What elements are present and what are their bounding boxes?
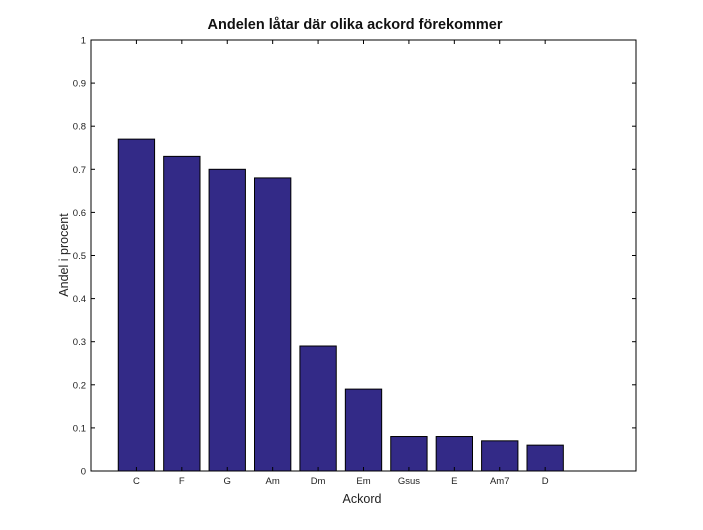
- bar-dm: [299, 345, 337, 472]
- y-tick-label: 0.8: [73, 122, 86, 133]
- bar-d: [526, 444, 564, 472]
- y-axis-label: Andel i procent: [57, 213, 71, 297]
- x-tick-label: E: [451, 476, 457, 487]
- y-tick-label: 0.3: [73, 337, 86, 348]
- x-axis: C F G Am Dm Em Gsus E Am7 D: [133, 40, 549, 487]
- x-tick-label: D: [542, 476, 549, 487]
- y-tick-label: 0.7: [73, 165, 86, 176]
- bar-am: [254, 177, 292, 472]
- x-tick-label: F: [179, 476, 185, 487]
- y-tick-label: 0.2: [73, 380, 86, 391]
- chart-title: Andelen låtar där olika ackord förekomme…: [208, 17, 503, 33]
- bar-g: [208, 168, 246, 472]
- x-tick-label: Am7: [490, 476, 510, 487]
- bar-am7: [481, 440, 519, 472]
- bar-em: [344, 388, 383, 472]
- bar-gsus: [390, 436, 428, 472]
- bar-c: [117, 138, 156, 472]
- bar-f: [163, 155, 201, 472]
- x-tick-label: Em: [356, 476, 370, 487]
- x-tick-label: Gsus: [398, 476, 420, 487]
- y-tick-label: 0.9: [73, 79, 86, 90]
- y-tick-label: 0.4: [73, 294, 86, 305]
- y-tick-label: 0.1: [73, 423, 86, 434]
- y-tick-label: 0.5: [73, 251, 86, 262]
- x-tick-label: Dm: [311, 476, 326, 487]
- x-tick-label: Am: [266, 476, 280, 487]
- bar-e: [435, 436, 473, 472]
- x-tick-label: G: [224, 476, 231, 487]
- y-tick-label: 0: [81, 467, 86, 478]
- bars-group: [117, 138, 564, 472]
- y-tick-label: 0.6: [73, 208, 86, 219]
- x-tick-label: C: [133, 476, 140, 487]
- y-axis: 0 0.1 0.2 0.3 0.4 0.5 0.6 0.7 0.8 0.9 1: [73, 36, 636, 478]
- x-axis-label: Ackord: [343, 492, 382, 506]
- y-tick-label: 1: [81, 36, 86, 47]
